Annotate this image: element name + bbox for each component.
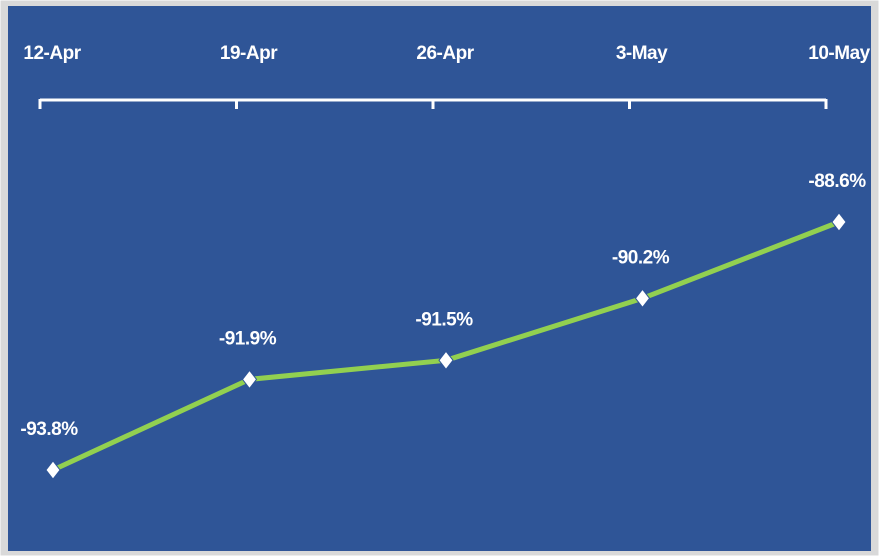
data-marker: [831, 212, 847, 232]
data-label: -90.2%: [612, 247, 670, 268]
chart-background: [8, 6, 871, 551]
x-tick-label: 26-Apr: [416, 43, 474, 64]
x-tick-label: 12-Apr: [23, 43, 81, 64]
x-tick-label: 3-May: [616, 43, 668, 64]
data-marker: [241, 369, 258, 390]
data-label: -91.9%: [219, 328, 277, 349]
data-label: -93.8%: [20, 419, 78, 440]
data-marker: [438, 350, 454, 371]
data-label: -88.6%: [808, 171, 866, 192]
data-marker: [634, 288, 651, 309]
x-tick-label: 19-Apr: [220, 43, 278, 64]
x-tick-label: 10-May: [808, 43, 870, 64]
data-label: -91.5%: [415, 309, 473, 330]
data-marker: [45, 460, 61, 480]
